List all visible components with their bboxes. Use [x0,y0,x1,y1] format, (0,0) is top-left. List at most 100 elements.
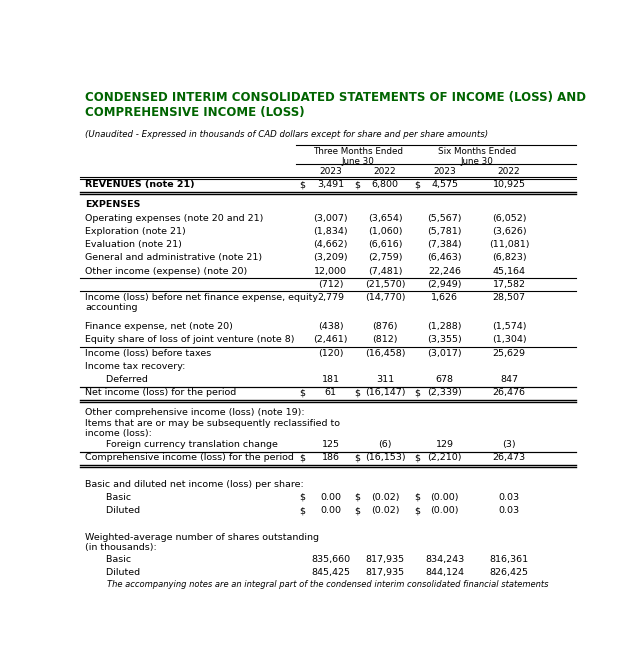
Text: 129: 129 [436,440,454,449]
Text: $: $ [300,453,306,462]
Text: Basic: Basic [97,493,131,502]
Text: Income (loss) before net finance expense, equity
accounting: Income (loss) before net finance expense… [85,293,318,312]
Text: The accompanying notes are an integral part of the condensed interim consolidate: The accompanying notes are an integral p… [108,580,548,589]
Text: (3,355): (3,355) [427,336,462,344]
Text: (16,153): (16,153) [365,453,405,462]
Text: 311: 311 [376,375,394,384]
Text: (6,616): (6,616) [368,240,403,249]
Text: (120): (120) [317,349,343,357]
Text: $: $ [414,180,420,189]
Text: Deferred: Deferred [97,375,148,384]
Text: 0.03: 0.03 [499,506,520,515]
Text: 2023: 2023 [433,167,456,176]
Text: 817,935: 817,935 [365,555,404,564]
Text: (812): (812) [372,336,398,344]
Text: 816,361: 816,361 [490,555,529,564]
Text: (2,339): (2,339) [427,389,462,397]
Text: Income tax recovery:: Income tax recovery: [85,362,186,371]
Text: (3): (3) [502,440,516,449]
Text: (0.00): (0.00) [430,493,459,502]
Text: (16,458): (16,458) [365,349,405,357]
Text: (3,209): (3,209) [313,254,348,262]
Text: Basic: Basic [97,555,131,564]
Text: (712): (712) [317,280,343,289]
Text: $: $ [300,493,306,502]
Text: (5,567): (5,567) [428,214,462,222]
Text: (0.02): (0.02) [371,493,399,502]
Text: Foreign currency translation change: Foreign currency translation change [97,440,278,449]
Text: (21,570): (21,570) [365,280,405,289]
Text: $: $ [355,506,360,515]
Text: 845,425: 845,425 [311,568,350,577]
Text: $: $ [355,493,360,502]
Text: 834,243: 834,243 [425,555,464,564]
Text: (2,949): (2,949) [428,280,462,289]
Text: Operating expenses (note 20 and 21): Operating expenses (note 20 and 21) [85,214,263,222]
Text: $: $ [300,389,306,397]
Text: (2,210): (2,210) [428,453,462,462]
Text: 22,246: 22,246 [428,267,461,275]
Text: 0.00: 0.00 [320,506,341,515]
Text: $: $ [414,453,420,462]
Text: (3,654): (3,654) [368,214,403,222]
Text: (0.02): (0.02) [371,506,399,515]
Text: 678: 678 [436,375,454,384]
Text: 817,935: 817,935 [365,568,404,577]
Text: (1,060): (1,060) [368,227,403,236]
Text: 28,507: 28,507 [493,293,525,302]
Text: (0.00): (0.00) [430,506,459,515]
Text: 844,124: 844,124 [425,568,464,577]
Text: Income (loss) before taxes: Income (loss) before taxes [85,349,211,357]
Text: 847: 847 [500,375,518,384]
Text: (14,770): (14,770) [365,293,405,302]
Text: 17,582: 17,582 [493,280,525,289]
Text: (3,007): (3,007) [313,214,348,222]
Text: $: $ [414,389,420,397]
Text: $: $ [355,453,360,462]
Text: Weighted-average number of shares outstanding
(in thousands):: Weighted-average number of shares outsta… [85,533,319,552]
Text: 61: 61 [324,389,337,397]
Text: Exploration (note 21): Exploration (note 21) [85,227,186,236]
Text: (11,081): (11,081) [489,240,529,249]
Text: 0.03: 0.03 [499,493,520,502]
Text: Net income (loss) for the period: Net income (loss) for the period [85,389,236,397]
Text: $: $ [355,180,360,189]
Text: 835,660: 835,660 [311,555,350,564]
Text: 6,800: 6,800 [372,180,399,189]
Text: 12,000: 12,000 [314,267,347,275]
Text: CONDENSED INTERIM CONSOLIDATED STATEMENTS OF INCOME (LOSS) AND
COMPREHENSIVE INC: CONDENSED INTERIM CONSOLIDATED STATEMENT… [85,91,586,118]
Text: Other income (expense) (note 20): Other income (expense) (note 20) [85,267,247,275]
Text: General and administrative (note 21): General and administrative (note 21) [85,254,262,262]
Text: Finance expense, net (note 20): Finance expense, net (note 20) [85,322,233,331]
Text: 0.00: 0.00 [320,493,341,502]
Text: Six Months Ended
June 30: Six Months Ended June 30 [438,147,516,166]
Text: 2022: 2022 [498,167,520,176]
Text: 26,473: 26,473 [492,453,525,462]
Text: 186: 186 [321,453,339,462]
Text: 2023: 2023 [319,167,342,176]
Text: 181: 181 [321,375,339,384]
Text: 125: 125 [321,440,339,449]
Text: Equity share of loss of joint venture (note 8): Equity share of loss of joint venture (n… [85,336,294,344]
Text: (6,823): (6,823) [492,254,526,262]
Text: Diluted: Diluted [97,506,141,515]
Text: Diluted: Diluted [97,568,141,577]
Text: EXPENSES: EXPENSES [85,200,140,209]
Text: Basic and diluted net income (loss) per share:: Basic and diluted net income (loss) per … [85,479,304,489]
Text: 45,164: 45,164 [493,267,525,275]
Text: 2022: 2022 [374,167,396,176]
Text: Comprehensive income (loss) for the period: Comprehensive income (loss) for the peri… [85,453,294,462]
Text: (1,288): (1,288) [428,322,462,331]
Text: 10,925: 10,925 [493,180,525,189]
Text: (6,463): (6,463) [428,254,462,262]
Text: (2,759): (2,759) [368,254,403,262]
Text: (5,781): (5,781) [428,227,462,236]
Text: (16,147): (16,147) [365,389,405,397]
Text: (6,052): (6,052) [492,214,526,222]
Text: (3,017): (3,017) [428,349,462,357]
Text: (3,626): (3,626) [492,227,526,236]
Text: (1,574): (1,574) [492,322,526,331]
Text: $: $ [300,506,306,515]
Text: (1,304): (1,304) [492,336,526,344]
Text: 826,425: 826,425 [490,568,529,577]
